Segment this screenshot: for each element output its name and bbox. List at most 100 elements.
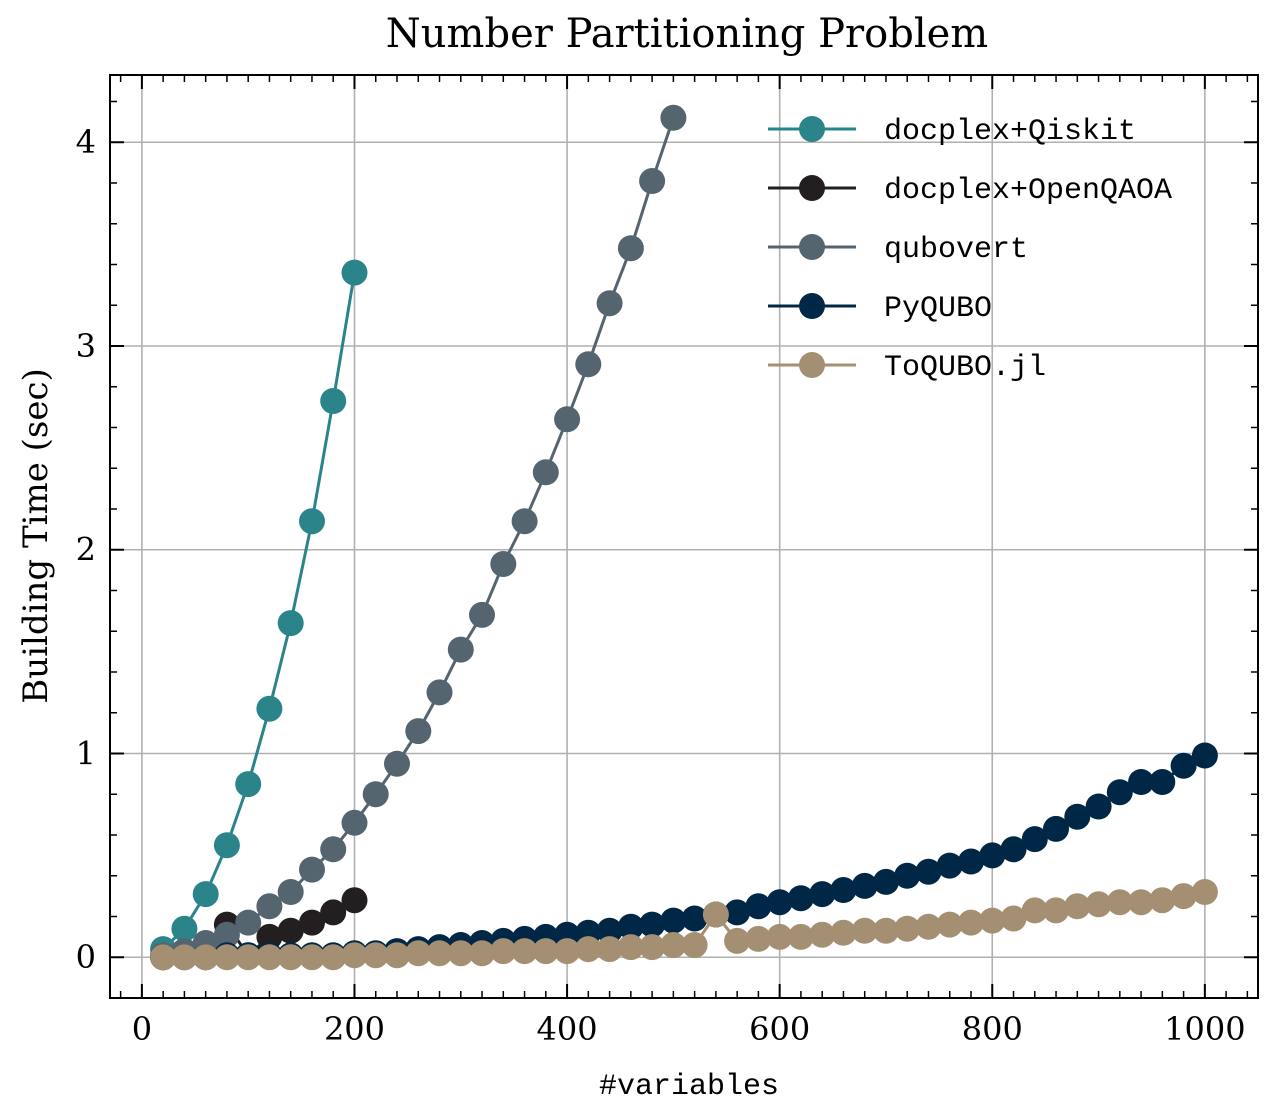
data-point xyxy=(1106,889,1133,916)
x-axis-label: #variables xyxy=(599,1070,779,1104)
data-point xyxy=(724,899,751,926)
data-point xyxy=(384,750,410,777)
x-tick-label: 400 xyxy=(537,1010,598,1048)
data-point xyxy=(1170,883,1197,910)
data-point xyxy=(235,771,262,798)
data-point xyxy=(532,938,559,965)
data-point xyxy=(235,909,262,936)
data-point xyxy=(596,290,623,317)
legend-label: ToQUBO.jl xyxy=(884,351,1046,385)
data-point xyxy=(256,944,283,971)
data-point xyxy=(1021,826,1048,853)
data-point xyxy=(596,936,623,963)
legend-label: docplex+Qiskit xyxy=(884,115,1136,149)
legend-item: PyQUBO xyxy=(768,292,992,326)
series-toqubo-jl xyxy=(150,879,1218,971)
data-point xyxy=(511,508,538,535)
data-point xyxy=(299,909,325,936)
data-point xyxy=(299,856,325,883)
series-pyqubo xyxy=(150,742,1218,971)
data-point xyxy=(1000,836,1027,863)
data-point xyxy=(617,235,644,262)
data-point xyxy=(894,862,921,889)
data-point xyxy=(617,913,644,940)
data-point xyxy=(277,917,304,944)
data-point xyxy=(660,932,687,958)
data-point xyxy=(1128,889,1155,916)
legend-label: qubovert xyxy=(884,233,1028,267)
data-point xyxy=(575,351,602,378)
y-tick-label: 2 xyxy=(76,531,96,569)
data-point xyxy=(915,913,942,940)
data-point xyxy=(1106,779,1133,806)
data-point xyxy=(341,942,368,969)
data-point xyxy=(213,944,240,971)
legend-marker xyxy=(799,293,825,319)
data-point xyxy=(958,909,984,936)
series-group xyxy=(150,104,1218,971)
data-point xyxy=(979,842,1006,869)
legend-label: docplex+OpenQAOA xyxy=(884,174,1172,208)
data-point xyxy=(915,858,942,885)
data-point xyxy=(936,911,963,938)
data-point xyxy=(490,938,517,965)
data-point xyxy=(192,881,219,908)
data-point xyxy=(958,848,984,875)
data-point xyxy=(660,907,687,934)
series-line xyxy=(162,117,675,957)
data-point xyxy=(299,508,325,535)
data-point xyxy=(936,852,963,879)
data-point xyxy=(341,887,368,914)
data-point xyxy=(809,881,836,908)
data-point xyxy=(681,932,708,958)
data-point xyxy=(1149,887,1176,914)
data-point xyxy=(724,927,751,954)
data-point xyxy=(851,917,878,944)
data-point xyxy=(405,940,432,967)
data-point xyxy=(1043,815,1069,842)
legend-item: ToQUBO.jl xyxy=(768,351,1046,385)
data-point xyxy=(1085,793,1112,820)
data-point xyxy=(171,944,198,971)
data-point xyxy=(1170,752,1197,779)
data-point xyxy=(171,915,198,942)
data-point xyxy=(809,921,836,948)
data-point xyxy=(851,872,878,899)
data-point xyxy=(235,944,262,971)
data-point xyxy=(277,879,304,905)
data-point xyxy=(213,921,240,948)
grid xyxy=(110,75,1258,998)
data-point xyxy=(299,944,325,971)
data-point xyxy=(320,944,347,971)
data-point xyxy=(1000,905,1027,932)
legend-label: PyQUBO xyxy=(884,292,992,326)
y-tick-label: 4 xyxy=(76,123,96,161)
legend-marker xyxy=(799,116,825,142)
legend-item: docplex+Qiskit xyxy=(768,115,1136,149)
data-point xyxy=(745,925,772,952)
data-point xyxy=(277,944,304,971)
series-line xyxy=(162,272,356,951)
data-point xyxy=(830,919,857,946)
x-tick-label: 200 xyxy=(324,1010,385,1048)
y-tick-label: 3 xyxy=(76,327,96,365)
data-point xyxy=(787,923,814,950)
data-point xyxy=(1064,803,1091,830)
data-point xyxy=(830,877,857,903)
data-point xyxy=(426,940,453,967)
x-tick-label: 800 xyxy=(962,1010,1023,1048)
plot-frame xyxy=(109,74,1259,999)
data-point xyxy=(873,917,899,944)
data-point xyxy=(766,923,793,950)
data-point xyxy=(639,934,666,961)
data-point xyxy=(192,944,219,971)
data-point xyxy=(554,406,581,433)
chart-title: Number Partitioning Problem xyxy=(386,11,988,57)
data-point xyxy=(469,940,495,967)
legend-item: docplex+OpenQAOA xyxy=(768,174,1172,208)
x-tick-label: 600 xyxy=(749,1010,810,1048)
data-point xyxy=(787,885,814,912)
legend: docplex+Qiskit docplex+OpenQAOA qubovert Py… xyxy=(768,115,1172,385)
data-point xyxy=(256,695,283,722)
